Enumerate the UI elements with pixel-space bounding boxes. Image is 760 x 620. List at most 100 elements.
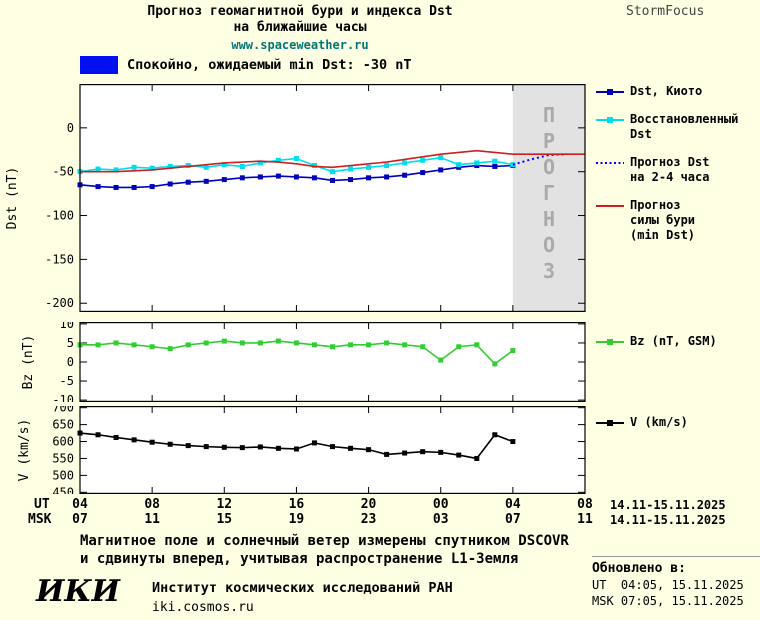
legend-marker-square-line [596,339,624,345]
series-marker [492,158,498,164]
y-axis-label: Dst (nT) [5,167,20,230]
series-marker [348,342,354,348]
watermark-letter: О [542,155,556,179]
x-axis-ut-tick: 12 [216,497,233,512]
series-marker [384,451,390,457]
footnote-line2: и сдвинуты вперед, учитывая распростране… [80,551,519,567]
legend-label: V (km/s) [630,415,688,429]
legend-item: V (km/s) [596,415,760,430]
series-marker [293,340,299,346]
x-axis-ut-tick: 16 [288,497,305,512]
series-marker [311,440,317,446]
legend-label: Прогноз силы бури (min Dst) [630,198,696,242]
footnote-line1: Магнитное поле и солнечный ветер измерен… [80,533,569,549]
series-marker [402,172,408,178]
series-marker [239,163,245,169]
watermark-letter: З [542,259,556,283]
series-marker [510,439,516,445]
series-marker [113,340,119,346]
title-line2: на ближайшие часы [233,20,367,35]
y-tick-label: -150 [45,252,74,266]
series-marker [311,175,317,181]
series-marker [149,344,155,350]
y-axis-label: Bz (nT) [21,335,36,390]
series-marker [456,452,462,458]
page-title: Прогноз геомагнитной бури и индекса Dst … [60,4,540,52]
website-link: www.spaceweather.ru [231,38,369,52]
x-axis-msk-tick: 03 [432,512,449,527]
series-marker [185,179,191,185]
series-marker [438,449,444,455]
ut-row-label: UT [34,497,50,512]
series-marker [348,166,354,172]
series-marker [131,164,137,170]
y-tick-label: -100 [45,209,74,223]
updated-msk: MSK 07:05, 15.11.2025 [592,594,744,608]
plot-background [80,406,585,494]
x-axis-ut-tick: 00 [432,497,449,512]
series-marker [113,167,119,173]
series-marker [366,447,372,453]
legend-item: Прогноз силы бури (min Dst) [596,198,760,243]
series-marker [438,155,444,161]
series-marker [366,164,372,170]
legend-item: Bz (nT, GSM) [596,334,760,349]
series-marker [239,340,245,346]
updated-ut: UT 04:05, 15.11.2025 [592,578,744,592]
series-marker [185,163,191,169]
series-marker [185,443,191,449]
legend-label: Восстановленный Dst [630,112,739,141]
legend-marker-square-line [596,117,624,123]
series-marker [239,445,245,451]
v-chart: 700 650 600 550 500 450 V (km/s) [17,406,586,494]
brand-label: StormFocus [626,4,705,19]
institute-site-url: iki.cosmos.ru [152,600,254,615]
legend-label: Bz (nT, GSM) [630,334,717,348]
series-marker [149,184,155,190]
x-axis-ut-tick: 08 [144,497,160,512]
legend-item: Прогноз Dst на 2-4 часа [596,155,760,185]
series-marker [402,342,408,348]
watermark-letter: П [542,103,556,127]
series-marker [167,163,173,169]
legend-marker-square-line [596,420,624,426]
series-marker [492,163,498,169]
x-axis-msk-tick: 11 [144,512,160,527]
series-marker [221,444,227,450]
y-tick-label: 0 [67,355,74,369]
series-marker [167,441,173,447]
legend-label: Dst, Киото [630,84,703,98]
series-marker [131,342,137,348]
series-marker [113,434,119,440]
legend-marker-solid-line [596,205,624,207]
y-tick-label: 650 [52,418,74,432]
msk-row-label: MSK [28,512,52,527]
status-color-swatch [80,56,118,74]
x-axis-ut-tick: 08 [577,497,593,512]
series-marker [330,177,335,183]
series-marker [474,342,480,348]
plot-frame [79,406,586,494]
series-marker [95,166,101,172]
series-marker [510,348,516,354]
series-line [80,149,585,173]
series-marker [474,163,480,169]
series-marker [293,156,299,162]
series-marker [330,344,335,350]
x-axis-ut-tick: 04 [505,497,521,512]
series-marker [203,444,209,450]
watermark-letter: Р [542,129,556,153]
series-marker [239,175,245,181]
watermark-letter: О [542,233,556,257]
series-marker [420,170,426,176]
series-marker [366,342,372,348]
legend-label: Прогноз Dst на 2-4 часа [630,155,710,184]
updated-box: Обновлено в: UT 04:05, 15.11.2025 MSK 07… [592,556,760,608]
series-marker [257,444,263,450]
y-tick-label: 550 [52,451,74,465]
date-range-msk: 14.11-15.11.2025 [610,513,726,527]
series-marker [95,432,101,438]
iki-logo: ИКИ [36,574,120,609]
series-marker [384,163,390,169]
legend-item: Dst, Киото [596,84,760,99]
